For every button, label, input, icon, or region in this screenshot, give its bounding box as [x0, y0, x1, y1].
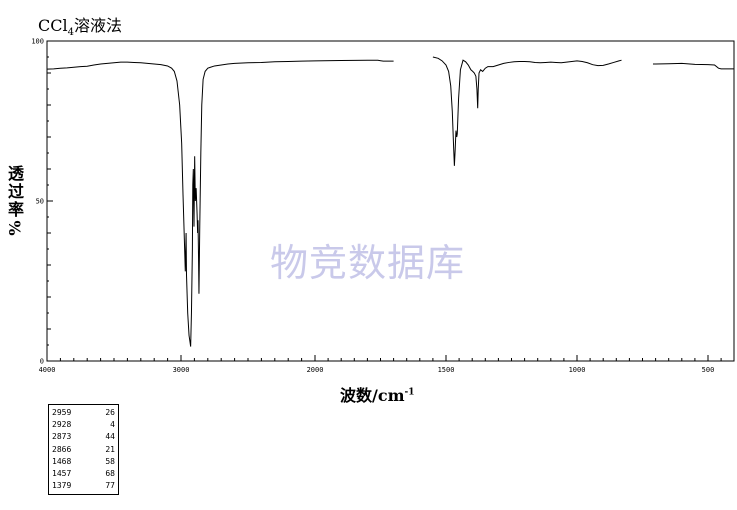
- peak-row: 2959 26: [52, 407, 115, 419]
- peak-transmittance: 44: [105, 432, 115, 442]
- x-axis-label: 波数/cm-1: [340, 382, 415, 406]
- spectrum-segment-0: [46, 59, 394, 347]
- x-tick-label: 1500: [438, 366, 455, 374]
- peak-row: 1457 68: [52, 468, 115, 480]
- peak-wavenumber: 2959: [52, 408, 72, 417]
- y-axis-label-chars: 透过率: [4, 165, 28, 219]
- y-axis-label-char-0: 透: [7, 164, 24, 183]
- y-axis-label-char-1: 过: [7, 182, 24, 201]
- title-suffix: 溶液法: [73, 16, 122, 35]
- spectrum-lines: [46, 56, 735, 347]
- plot-frame: [46, 40, 735, 362]
- title-subscript: 4: [67, 27, 74, 39]
- peak-transmittance: 26: [105, 408, 115, 417]
- peak-transmittance: 68: [105, 469, 115, 479]
- peak-row: 2928 4: [52, 419, 115, 431]
- y-tick-label: 100: [31, 38, 44, 46]
- x-tick-label: 500: [702, 366, 715, 374]
- y-tick-label: 50: [36, 198, 44, 206]
- x-axis-label-sup: -1: [404, 387, 415, 398]
- peak-row: 1379 77: [52, 480, 115, 492]
- x-tick-label: 4000: [39, 366, 56, 374]
- tick-group: 4000 3000 2000 1500 1000 500 0 50 100: [31, 38, 722, 374]
- watermark: 物竞数据库: [270, 241, 466, 285]
- peak-wavenumber: 1457: [52, 469, 72, 479]
- peak-row: 2866 21: [52, 444, 115, 456]
- chart-title: CCl4溶液法: [38, 12, 122, 38]
- peak-row: 1468 58: [52, 456, 115, 468]
- peak-transmittance: 77: [105, 481, 115, 491]
- peak-transmittance: 21: [105, 444, 115, 454]
- x-axis-label-text: 波数/cm: [340, 386, 405, 405]
- peak-wavenumber: 1468: [52, 456, 72, 466]
- peak-transmittance: 4: [110, 420, 115, 430]
- peak-wavenumber: 2873: [52, 432, 72, 442]
- peak-wavenumber: 2928: [52, 420, 72, 430]
- title-prefix: CCl: [38, 16, 68, 35]
- y-axis-label-char-2: 率: [7, 200, 24, 219]
- peak-row: 2873 44: [52, 431, 115, 443]
- peak-wavenumber: 2866: [52, 444, 72, 454]
- peak-wavenumber: 1379: [52, 481, 72, 491]
- spectrum-segment-1: [432, 56, 622, 166]
- peak-table: 2959 26 2928 4 2873 44 2866 21 1468 58 1457 68 1379 7…: [48, 404, 119, 495]
- peak-transmittance: 58: [105, 456, 115, 466]
- y-tick-label: 0: [40, 358, 44, 366]
- y-axis-label: 透过率 %: [4, 165, 28, 237]
- x-tick-label: 3000: [173, 366, 190, 374]
- x-tick-label: 1000: [569, 366, 586, 374]
- spectrum-segment-2: [652, 62, 735, 70]
- x-tick-label: 2000: [307, 366, 324, 374]
